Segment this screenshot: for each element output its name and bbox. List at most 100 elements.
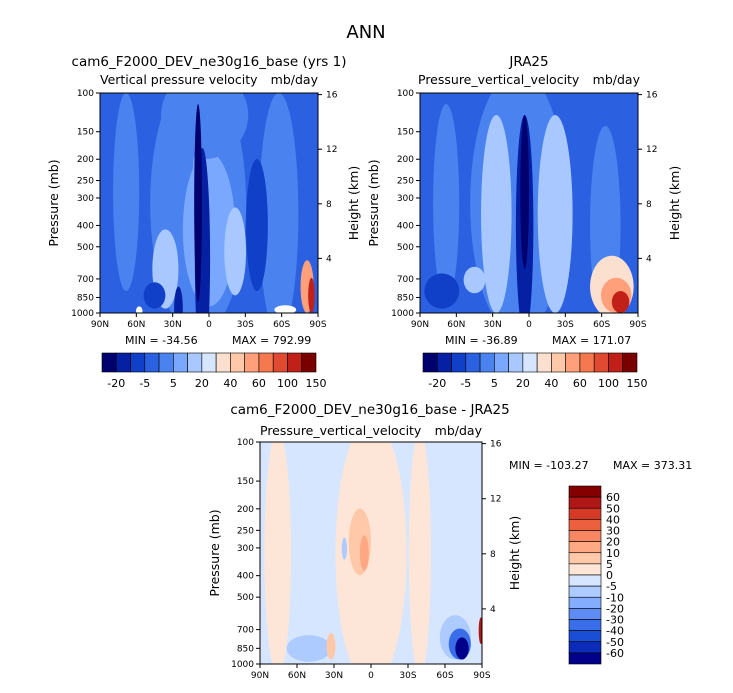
contour-region bbox=[286, 635, 332, 662]
colorbar-label: -20 bbox=[606, 602, 624, 615]
colorbar-label: -5 bbox=[606, 580, 617, 593]
panel-diff-subtitle-right: mb/day bbox=[435, 423, 483, 438]
colorbar-label: -20 bbox=[107, 377, 125, 390]
colorbar-label: 20 bbox=[606, 536, 620, 549]
panel-model-subtitle-right: mb/day bbox=[271, 72, 319, 87]
panel-model-ylabel-right: Height (km) bbox=[346, 166, 361, 240]
colorbar-cell bbox=[568, 563, 602, 576]
contour-region bbox=[478, 617, 482, 645]
colorbar-label: 100 bbox=[277, 377, 298, 390]
colorbar-cell bbox=[568, 608, 602, 620]
y-tick-label: 850 bbox=[237, 644, 254, 654]
contour-region bbox=[481, 115, 512, 313]
colorbar-cell bbox=[568, 530, 602, 542]
colorbar-label: -20 bbox=[428, 377, 446, 390]
y-tick-label: 200 bbox=[77, 155, 94, 165]
colorbar-cell bbox=[101, 352, 117, 373]
x-tick-label: 90N bbox=[251, 671, 269, 681]
colorbar-cell bbox=[272, 352, 288, 373]
colorbar-label: 30 bbox=[606, 525, 620, 538]
y-tick-label: 700 bbox=[237, 626, 254, 636]
y-tick-label: 150 bbox=[397, 128, 414, 138]
x-tick-label: 60S bbox=[273, 320, 290, 330]
panel-obs-subtitle-right: mb/day bbox=[593, 72, 641, 87]
colorbar-cell bbox=[593, 352, 609, 373]
y-tick-label: 1000 bbox=[71, 309, 94, 319]
y-tick-label: 200 bbox=[397, 155, 414, 165]
panel-obs-max: MAX = 171.07 bbox=[552, 334, 631, 347]
panel-obs-title: JRA25 bbox=[508, 54, 548, 70]
panel-model-max: MAX = 792.99 bbox=[232, 334, 311, 347]
colorbar-cell bbox=[158, 352, 174, 373]
x-tick-label: 60S bbox=[436, 671, 453, 681]
colorbar-label: -5 bbox=[460, 377, 471, 390]
contour-region bbox=[537, 115, 573, 313]
y-tick-label: 400 bbox=[237, 572, 254, 582]
contour-region bbox=[246, 159, 268, 291]
colorbar-cell bbox=[451, 352, 467, 373]
x-tick-label: 90S bbox=[309, 320, 326, 330]
panel-model-field bbox=[100, 93, 318, 313]
y-tick-label: 100 bbox=[237, 438, 254, 448]
y-tick-label: 700 bbox=[77, 275, 94, 285]
colorbar-label: 10 bbox=[606, 547, 620, 560]
colorbar-label: 0 bbox=[606, 569, 613, 582]
y-tick-label: 150 bbox=[77, 128, 94, 138]
colorbar-cell bbox=[568, 630, 602, 643]
y-tick-label: 850 bbox=[397, 293, 414, 303]
colorbar-label: -5 bbox=[139, 377, 150, 390]
colorbar-cell bbox=[422, 352, 438, 373]
y-tick-label: 400 bbox=[397, 221, 414, 231]
colorbar-cell bbox=[608, 352, 624, 373]
contour-region bbox=[135, 306, 143, 313]
colorbar-label: -10 bbox=[606, 591, 624, 604]
x-tick-label: 30N bbox=[164, 320, 182, 330]
panel-diff-max: MAX = 373.31 bbox=[613, 459, 692, 472]
colorbar-label: 150 bbox=[306, 377, 327, 390]
panel-diff: cam6_F2000_DEV_ne30g16_base - JRA25 Pres… bbox=[207, 402, 692, 681]
y-right-tick-label: 16 bbox=[490, 440, 502, 450]
colorbar-label: -30 bbox=[606, 614, 624, 627]
colorbar-label: 20 bbox=[516, 377, 530, 390]
panel-obs-ylabel: Pressure (mb) bbox=[366, 159, 381, 246]
x-tick-label: 0 bbox=[206, 320, 212, 330]
colorbar-label: 5 bbox=[606, 558, 613, 571]
contour-region bbox=[341, 537, 348, 560]
y-tick-label: 300 bbox=[397, 194, 414, 204]
panel-model: cam6_F2000_DEV_ne30g16_base (yrs 1) Vert… bbox=[46, 54, 361, 390]
y-right-tick-label: 8 bbox=[326, 200, 332, 210]
contour-region bbox=[224, 207, 247, 296]
colorbar-label: 40 bbox=[223, 377, 237, 390]
colorbar-cell bbox=[258, 352, 274, 373]
main-title: ANN bbox=[346, 22, 385, 43]
y-tick-label: 300 bbox=[77, 194, 94, 204]
colorbar-cell bbox=[565, 352, 581, 373]
y-tick-label: 250 bbox=[237, 526, 254, 536]
colorbar-cell bbox=[201, 352, 217, 373]
colorbar-label: 5 bbox=[170, 377, 177, 390]
contour-region bbox=[194, 104, 203, 302]
colorbar-cell bbox=[173, 352, 188, 373]
colorbar-cell bbox=[144, 352, 160, 373]
contour-region bbox=[424, 273, 460, 309]
colorbar-cell bbox=[568, 496, 602, 509]
contour-region bbox=[143, 282, 166, 309]
colorbar-cell bbox=[568, 596, 602, 609]
colorbar-label: 60 bbox=[252, 377, 266, 390]
colorbar-cell bbox=[230, 352, 245, 373]
colorbar-cell bbox=[301, 352, 317, 373]
y-tick-label: 500 bbox=[237, 593, 254, 603]
x-tick-label: 60N bbox=[127, 320, 145, 330]
colorbar-label: 5 bbox=[491, 377, 498, 390]
x-tick-label: 30N bbox=[325, 671, 343, 681]
colorbar-label: -60 bbox=[606, 647, 624, 660]
y-right-tick-label: 4 bbox=[490, 605, 496, 615]
contour-region bbox=[463, 266, 486, 294]
y-tick-label: 200 bbox=[237, 505, 254, 515]
colorbar-cell bbox=[536, 352, 552, 373]
colorbar-cell bbox=[115, 352, 131, 373]
x-tick-label: 90N bbox=[411, 320, 429, 330]
colorbar-cell bbox=[508, 352, 524, 373]
y-tick-label: 250 bbox=[77, 177, 94, 187]
